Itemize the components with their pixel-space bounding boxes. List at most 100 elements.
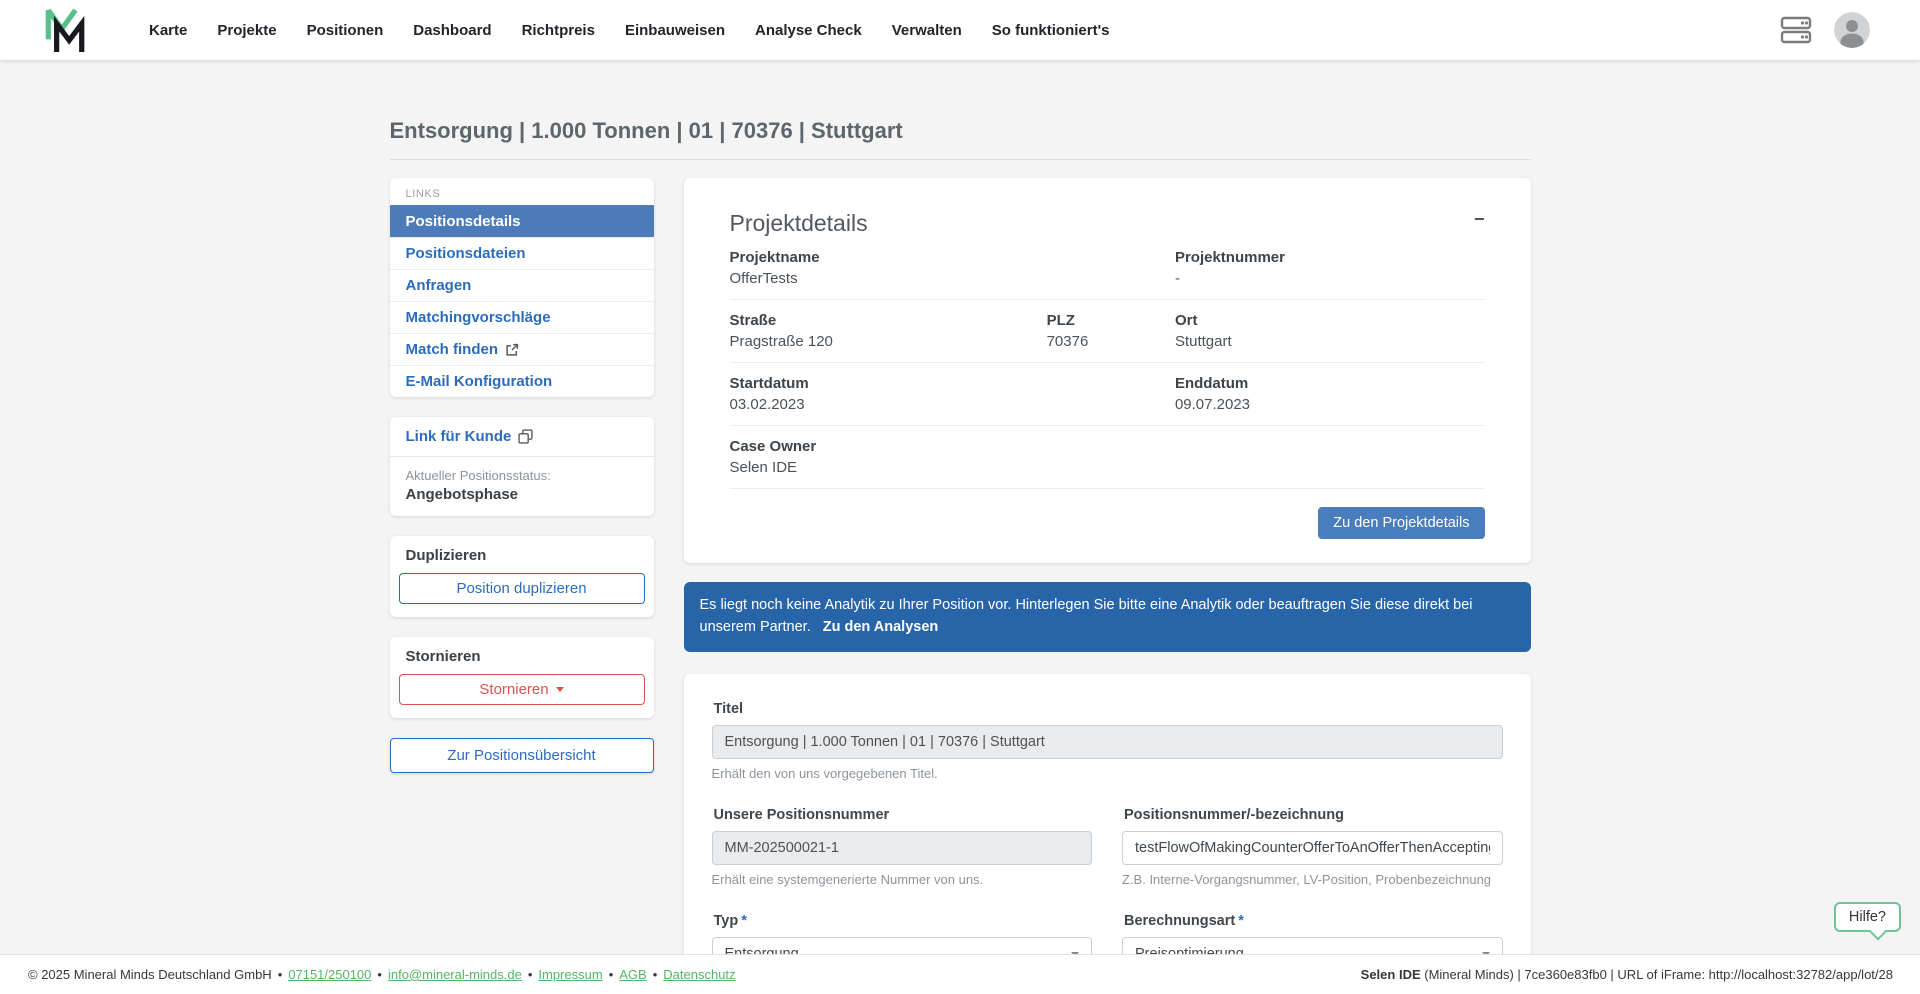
main-nav: Karte Projekte Positionen Dashboard Rich…	[134, 22, 1125, 39]
project-row: Straße Pragstraße 120 PLZ 70376 Ort Stut…	[729, 300, 1485, 363]
required-asterisk: *	[1238, 912, 1244, 929]
sidebar-item-positionsdateien[interactable]: Positionsdateien	[389, 237, 654, 269]
top-nav: Karte Projekte Positionen Dashboard Rich…	[0, 0, 1920, 60]
field-label: Straße	[729, 312, 777, 329]
separator: •	[652, 967, 658, 982]
unsere-positionsnummer-help: Erhält eine systemgenerierte Nummer von …	[711, 871, 984, 887]
cancel-header: Stornieren	[405, 648, 481, 665]
duplicate-position-button[interactable]: Position duplizieren	[398, 573, 645, 604]
nav-item-karte[interactable]: Karte	[149, 21, 188, 39]
separator: •	[277, 967, 283, 982]
main-column: Projektdetails − Projektname OfferTests …	[683, 178, 1531, 994]
sidebar-item-positionsdetails[interactable]: Positionsdetails	[389, 205, 654, 237]
project-row: Projektname OfferTests Projektnummer -	[729, 237, 1485, 300]
status-label: Aktueller Positionsstatus:	[405, 468, 551, 483]
nav-item-analyse-check[interactable]: Analyse Check	[754, 21, 862, 39]
footer-phone-link[interactable]: 07151/250100	[288, 967, 372, 982]
sidebar-item-email-konfiguration[interactable]: E-Mail Konfiguration	[389, 365, 654, 397]
separator: •	[377, 967, 382, 982]
field-label: PLZ	[1046, 312, 1075, 329]
sidebar-item-label: Match finden	[405, 341, 499, 358]
sidebar-item-anfragen[interactable]: Anfragen	[389, 269, 654, 301]
field-value: Stuttgart	[1174, 333, 1232, 350]
field-label: Projektnummer	[1174, 249, 1285, 266]
project-row: Startdatum 03.02.2023 Enddatum 09.07.202…	[729, 363, 1485, 426]
server-icon	[1780, 16, 1812, 44]
cancel-button-label: Stornieren	[479, 681, 549, 698]
required-asterisk: *	[741, 912, 747, 929]
title-divider	[389, 159, 1531, 160]
titel-input[interactable]	[711, 724, 1503, 759]
user-menu-button[interactable]	[1834, 12, 1870, 48]
nav-item-so-funktionierts[interactable]: So funktioniert's	[991, 21, 1110, 39]
separator: •	[527, 967, 533, 982]
customer-link-row[interactable]: Link für Kunde	[389, 417, 654, 457]
footer-email-link[interactable]: info@mineral-minds.de	[387, 967, 522, 982]
customer-link-card: Link für Kunde Aktueller Positionsstatus…	[389, 417, 654, 516]
mineral-minds-logo-icon	[45, 8, 85, 52]
go-to-project-details-button[interactable]: Zu den Projektdetails	[1318, 507, 1485, 539]
nav-item-positionen[interactable]: Positionen	[306, 21, 384, 39]
analytics-info-banner: Es liegt noch keine Analytik zu Ihrer Po…	[683, 582, 1531, 652]
help-button[interactable]: Hilfe?	[1833, 902, 1901, 940]
project-details-title: Projektdetails	[729, 210, 868, 236]
field-label: Startdatum	[729, 375, 809, 392]
nav-item-dashboard[interactable]: Dashboard	[413, 21, 492, 39]
field-label: Projektname	[729, 249, 820, 266]
project-details-card: Projektdetails − Projektname OfferTests …	[683, 178, 1531, 563]
nav-item-einbauweisen[interactable]: Einbauweisen	[624, 21, 725, 39]
server-status-button[interactable]	[1780, 16, 1812, 44]
separator: •	[608, 967, 614, 982]
nav-item-richtpreis[interactable]: Richtpreis	[521, 21, 595, 39]
avatar	[1834, 12, 1870, 48]
field-value: 70376	[1046, 333, 1089, 350]
typ-label: Typ *	[713, 912, 747, 929]
field-label: Enddatum	[1174, 375, 1249, 392]
links-card: LINKS Positionsdetails Positionsdateien …	[389, 178, 654, 397]
session-details: (Mineral Minds) | 7ce360e83fb0 | URL of …	[1420, 967, 1893, 982]
unsere-positionsnummer-label: Unsere Positionsnummer	[713, 806, 890, 823]
positionsnummer-label: Positionsnummer/-bezeichnung	[1124, 806, 1344, 823]
caret-down-icon	[555, 687, 564, 692]
nav-item-projekte[interactable]: Projekte	[217, 21, 277, 39]
copy-icon	[518, 429, 533, 444]
nav-item-verwalten[interactable]: Verwalten	[891, 21, 962, 39]
help-button-label: Hilfe?	[1848, 909, 1886, 925]
sidebar-item-match-finden[interactable]: Match finden	[389, 333, 654, 365]
cancel-card: Stornieren Stornieren	[389, 637, 654, 718]
field-value: Pragstraße 120	[729, 333, 833, 350]
cancel-position-button[interactable]: Stornieren	[398, 674, 645, 705]
customer-link-label: Link für Kunde	[405, 428, 512, 445]
field-value: 09.07.2023	[1174, 396, 1251, 413]
position-overview-button[interactable]: Zur Positionsübersicht	[389, 738, 654, 773]
positionsnummer-help: Z.B. Interne-Vorgangsnummer, LV-Position…	[1122, 871, 1492, 887]
titel-help: Erhält den von uns vorgegebenen Titel.	[711, 765, 938, 781]
field-label: Case Owner	[729, 438, 817, 455]
field-value: Selen IDE	[729, 459, 798, 476]
field-value: 03.02.2023	[729, 396, 805, 413]
footer-agb-link[interactable]: AGB	[619, 967, 647, 982]
project-row: Case Owner Selen IDE	[729, 426, 1485, 489]
go-to-analyses-link[interactable]: Zu den Analysen	[822, 618, 939, 635]
duplicate-card: Duplizieren Position duplizieren	[389, 536, 654, 617]
footer: © 2025 Mineral Minds Deutschland GmbH • …	[0, 954, 1920, 994]
sidebar-item-matchingvorschlaege[interactable]: Matchingvorschläge	[389, 301, 654, 333]
external-link-icon	[506, 343, 519, 356]
positionsnummer-input[interactable]	[1122, 830, 1503, 865]
footer-impressum-link[interactable]: Impressum	[538, 967, 603, 982]
copyright-text: © 2025 Mineral Minds Deutschland GmbH	[28, 967, 272, 982]
field-label: Ort	[1174, 312, 1198, 329]
field-value: -	[1174, 270, 1180, 287]
unsere-positionsnummer-input[interactable]	[711, 830, 1092, 865]
logo[interactable]	[44, 7, 86, 53]
footer-datenschutz-link[interactable]: Datenschutz	[663, 967, 736, 982]
page-title: Entsorgung | 1.000 Tonnen | 01 | 70376 |…	[389, 118, 903, 143]
sidebar: LINKS Positionsdetails Positionsdateien …	[389, 178, 654, 773]
position-form-card: Titel Erhält den von uns vorgegebenen Ti…	[683, 673, 1531, 994]
status-value: Angebotsphase	[405, 486, 519, 503]
session-user: Selen IDE	[1360, 967, 1421, 982]
field-value: OfferTests	[729, 270, 798, 287]
duplicate-header: Duplizieren	[405, 547, 487, 564]
collapse-icon[interactable]: −	[1473, 209, 1485, 229]
